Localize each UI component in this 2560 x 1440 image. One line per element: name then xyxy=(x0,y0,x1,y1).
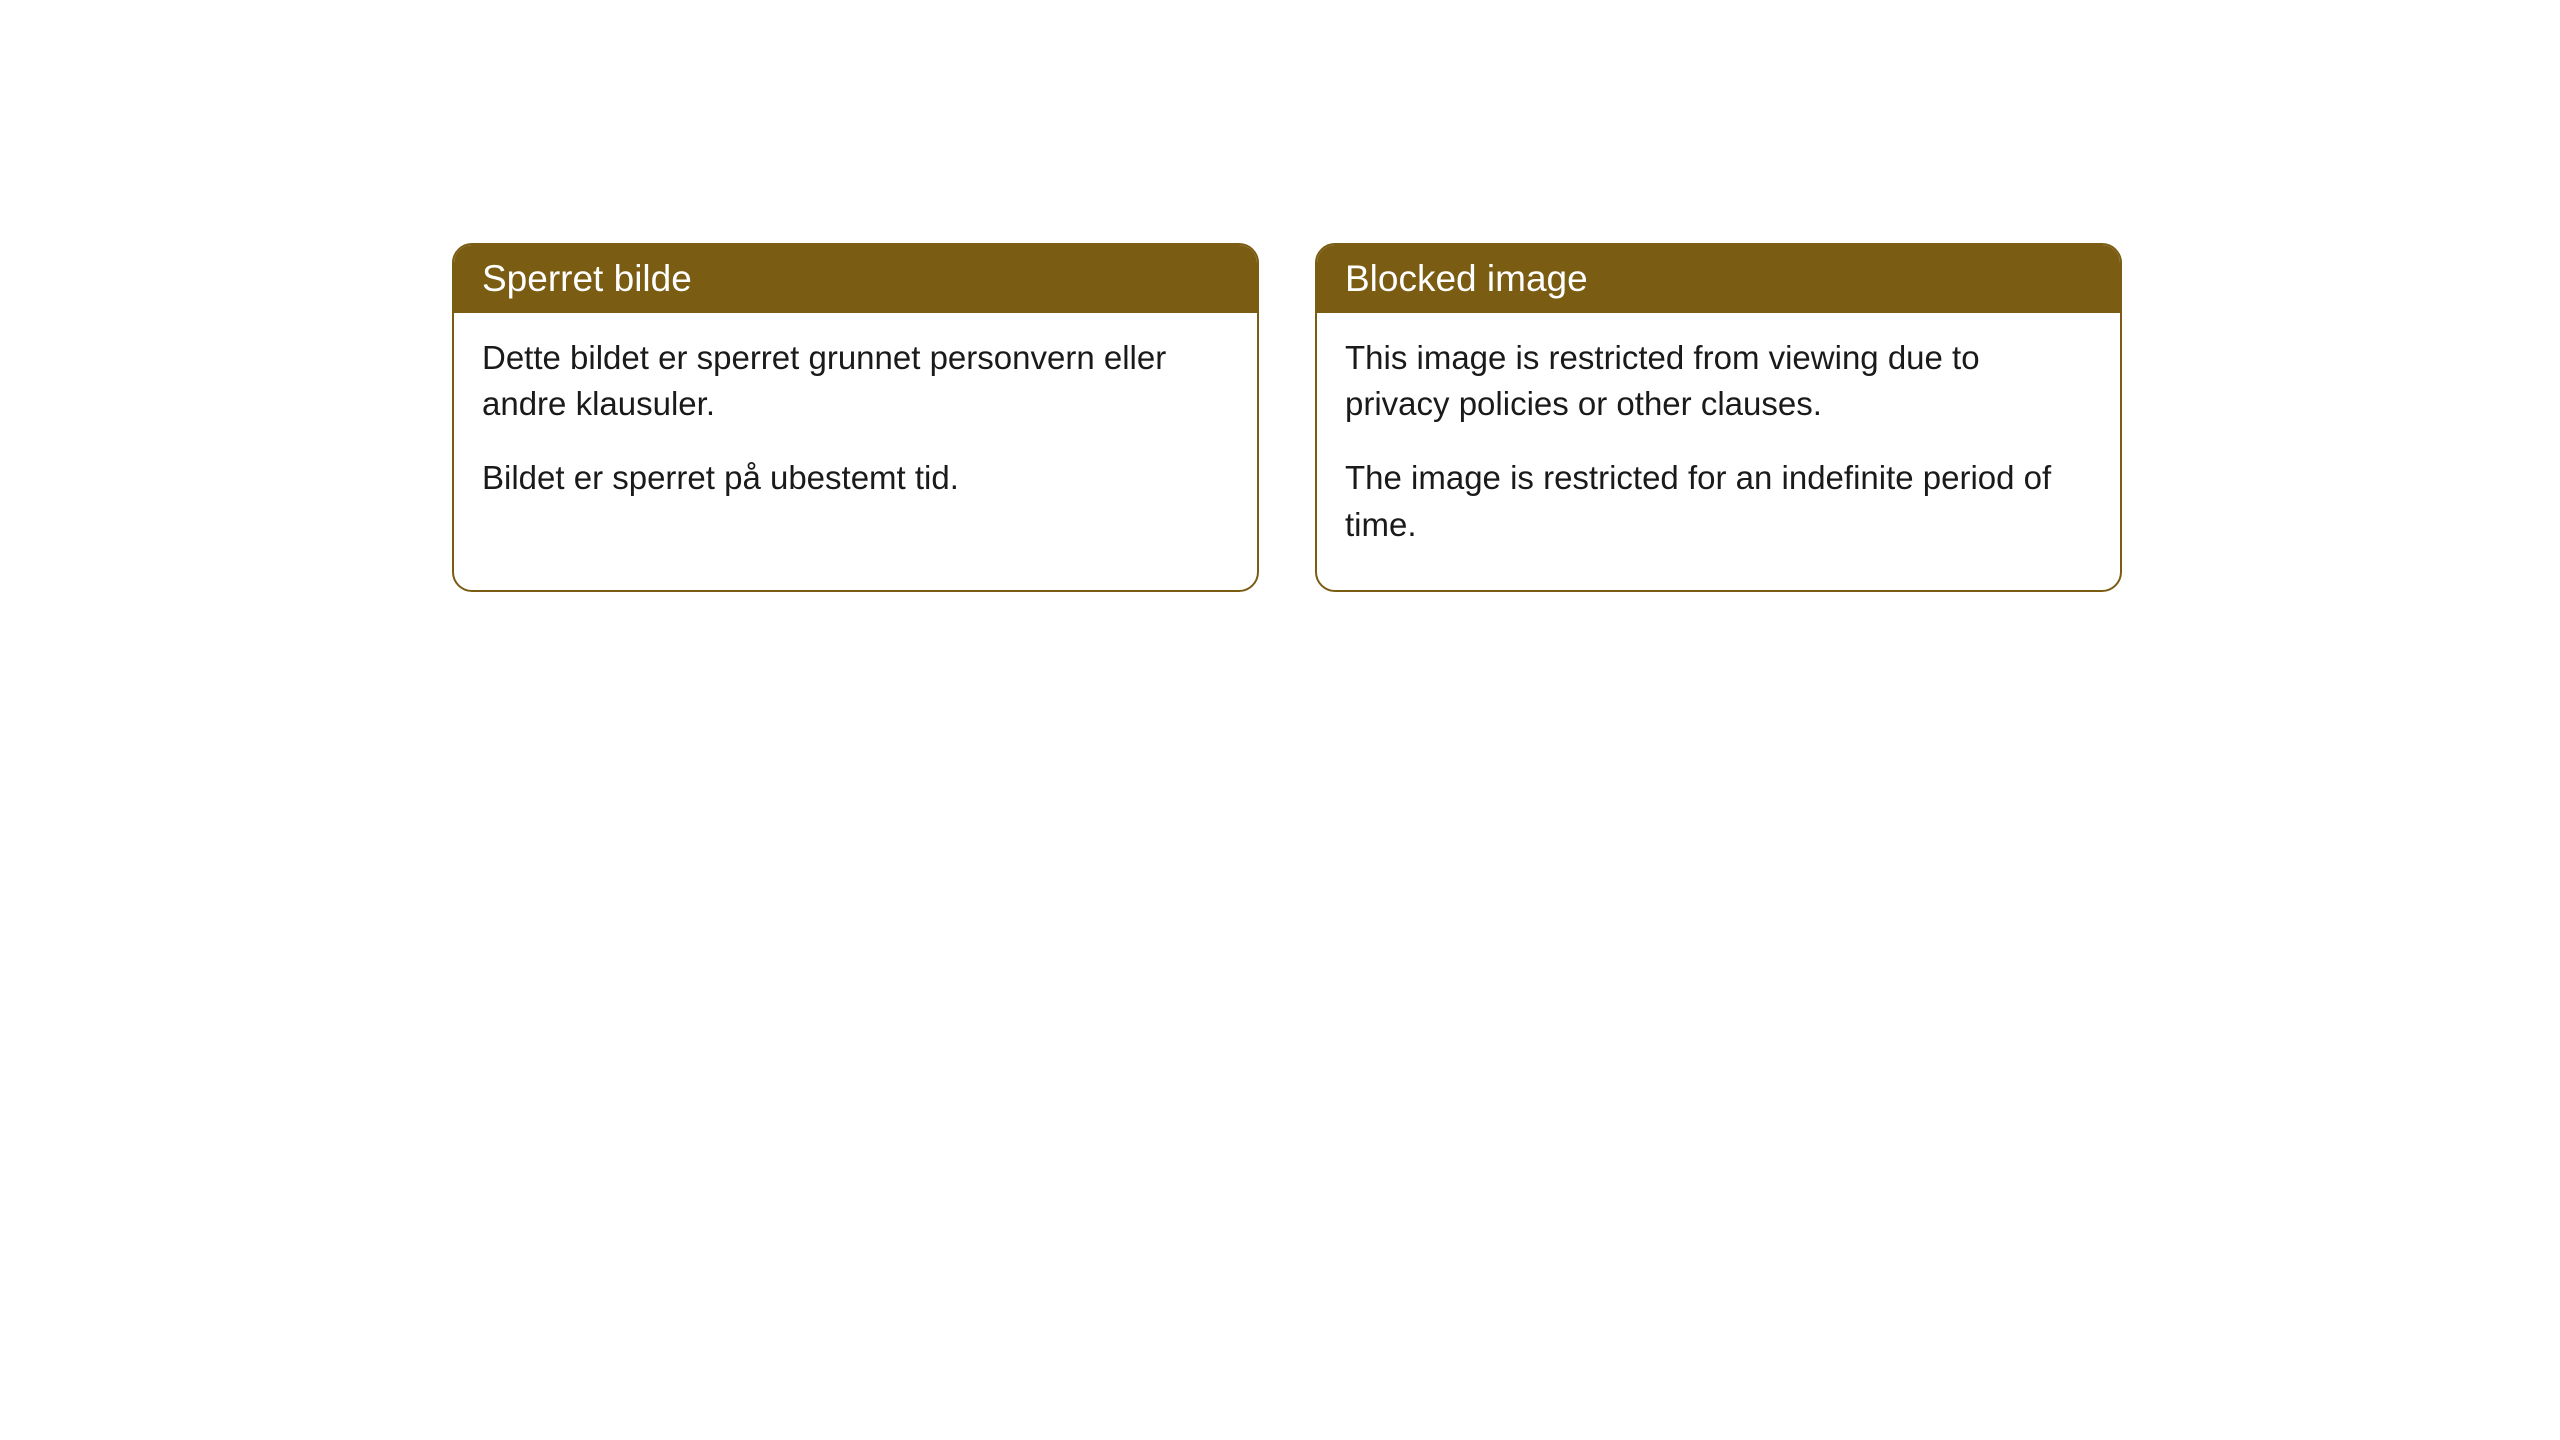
card-header-norwegian: Sperret bilde xyxy=(454,245,1257,313)
card-paragraph-1-english: This image is restricted from viewing du… xyxy=(1345,335,2092,427)
card-header-english: Blocked image xyxy=(1317,245,2120,313)
card-body-norwegian: Dette bildet er sperret grunnet personve… xyxy=(454,313,1257,544)
card-body-english: This image is restricted from viewing du… xyxy=(1317,313,2120,590)
card-english: Blocked image This image is restricted f… xyxy=(1315,243,2122,592)
cards-container: Sperret bilde Dette bildet er sperret gr… xyxy=(452,243,2122,592)
card-paragraph-1-norwegian: Dette bildet er sperret grunnet personve… xyxy=(482,335,1229,427)
card-paragraph-2-norwegian: Bildet er sperret på ubestemt tid. xyxy=(482,455,1229,501)
card-paragraph-2-english: The image is restricted for an indefinit… xyxy=(1345,455,2092,547)
card-norwegian: Sperret bilde Dette bildet er sperret gr… xyxy=(452,243,1259,592)
